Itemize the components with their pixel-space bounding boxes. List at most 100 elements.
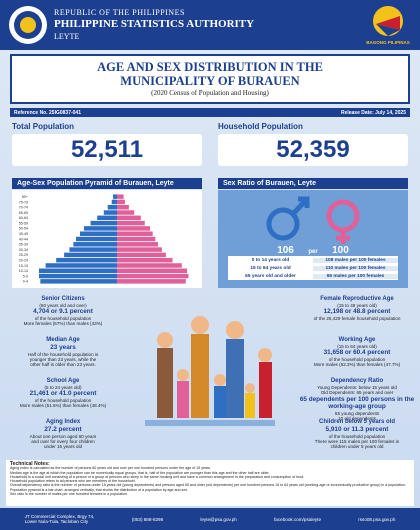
female-bar [117,242,158,247]
female-bar [117,257,173,263]
stat-text: and over for every four children [31,438,95,444]
left-column: Senior Citizens (60 years old and over) 4,… [4,296,122,460]
female-bar [117,236,156,242]
stat-text: of the household population [34,315,92,321]
note-line: Sex ratio is the number of males per one… [10,492,128,497]
notes-title: Technical Notes: [10,461,50,467]
phone: (053) 888-8298 [131,516,164,522]
ratio-per: per [308,249,318,255]
female-bar [117,231,153,236]
age-label: 0-4 [23,280,28,284]
stat-title: Senior Citizens [41,296,85,302]
email: leyte@psa.gov.ph [200,516,237,522]
male-bar [103,210,117,215]
reference: Reference No. 25IG0837-041 [14,110,81,116]
age-label: 65-69 [19,211,28,215]
female-bar [117,194,124,199]
note-line: Aging index is calculated as the number … [10,466,211,471]
stat-text: of the 25,429 female household populatio… [313,315,401,321]
age-label: 45-49 [19,232,28,236]
male-bar [45,263,117,268]
stat-highlight: 5,910 or 11.3 percent [325,426,389,433]
age-label: 60-64 [19,216,28,220]
ratio-table: 0 to 14 years old 108 males per 100 femal… [228,256,398,280]
stat-highlight: 65 dependents per 100 persons in the wor… [299,395,415,411]
stat-text: 55 young dependents [334,410,380,416]
stat-subtitle: Young Dependents: below 15 years old Old… [317,385,397,396]
ratio-row: 65 years old and older 65 males per 100 f… [228,272,398,280]
ratio-row: 15 to 64 years old 110 males per 100 fema… [228,264,398,272]
male-bar [111,199,117,205]
note-line: Household is a social unit consisting of… [10,474,305,479]
stat-subtitle: (60 years old and over) [39,303,87,308]
male-bar [76,236,117,242]
female-bar [117,210,135,215]
stat-block: Children below 5 years old 5,910 or 11.3 … [298,419,416,459]
male-bar [79,231,117,236]
age-label: 40-44 [19,237,28,241]
ratio-male: 106 [277,245,294,256]
release: Release Date: July 14, 2025 [340,110,406,116]
stat-text: other half is older than 23 years. [30,362,96,368]
stat-block: Female Reproductive Age (15 to 49 years o… [298,296,416,336]
subtitle: (2020 Census of Population and Housing) [151,89,269,97]
technical-notes: Technical Notes: Aging index is calculat… [6,460,414,506]
male-bar [64,252,117,258]
age-label: 50-54 [19,227,28,231]
age-label: 80+ [22,195,28,199]
stat-text: of the household population [328,433,386,439]
stat-block: School Age (5 to 24 years old) 21,461 or 4… [4,378,122,418]
age-label: 10-14 [19,269,28,273]
female-bar [117,279,186,284]
stat-subtitle: (15 to 64 years old) [337,344,377,349]
stat-text: of the household population [328,356,386,362]
stat-highlight: 12,198 or 48.8 percent [323,308,391,316]
male-bar [90,220,117,226]
age-label: 30-34 [19,248,28,252]
ref-bar: Reference No. 25IG0837-041 Release Date:… [10,108,410,117]
age-label: 75-79 [19,200,28,204]
stat-block: Senior Citizens (60 years old and over) 4,… [4,296,122,336]
age-label: 35-39 [19,243,28,247]
stat-title: Dependency Ratio [330,378,384,384]
note-line: Household population refers to all perso… [10,479,136,484]
age-label: 15-19 [19,264,28,268]
stat-highlight: 31,658 or 60.4 percent [323,349,391,357]
total-value: 52,511 [12,134,202,166]
stat-text: younger than 23 years, while the [29,356,97,362]
female-bar [117,263,182,268]
stat-text: of the household population [34,397,92,403]
logo-text: BAGONG PILIPINAS [366,40,410,45]
male-bar [39,268,117,274]
male-bar [69,247,117,252]
male-bar [97,215,117,221]
stat-highlight: 4,704 or 9.1 percent [33,308,93,316]
age-label: 20-24 [19,259,28,263]
age-label: 70-74 [19,206,28,210]
family-illustration [145,316,275,426]
sex-ratio-title: Sex Ratio of Burauen, Leyte [218,178,408,189]
ratio-value: 108 males per 100 females [313,258,398,263]
stat-block: Aging Index 27.2 percent About one person … [4,419,122,459]
agency: Philippine Statistics Authority [54,18,255,30]
note-line: Population pyramid is a bar chart, arran… [10,487,189,492]
total-value: 52,359 [218,134,408,166]
stat-title: Children below 5 years old [318,419,396,425]
female-bar [117,199,125,205]
ratio: 106 per 100 [218,240,408,258]
age-group: 65 years old and older [245,274,296,279]
stat-subtitle: (5 to 24 years old) [44,385,82,390]
stat-highlight: 27.2 percent [44,426,82,433]
title-box: AGE AND SEX DISTRIBUTION IN THE MUNICIPA… [10,54,410,104]
stat-title: Working Age [338,337,376,343]
stat-text: More males (52.3%) than females (47.7%) [313,362,401,368]
stat-subtitle: (15 to 49 years old) [337,303,377,308]
facebook: facebook.com/psaleyte [274,516,322,522]
note-line: Overall dependency ratio is the number o… [10,483,406,488]
male-bar [39,273,117,279]
female-bar [117,247,162,252]
ratio-row: 0 to 14 years old 108 males per 100 femal… [228,256,398,264]
female-bar [117,252,166,258]
